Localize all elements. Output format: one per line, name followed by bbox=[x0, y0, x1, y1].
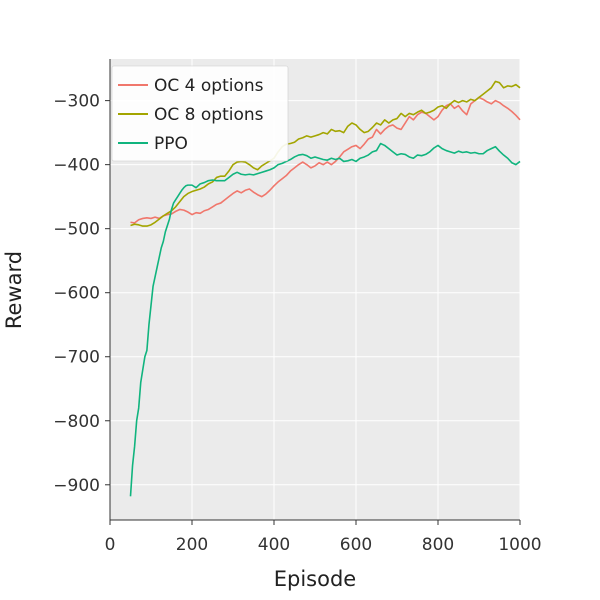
legend-label-oc8: OC 8 options bbox=[154, 105, 264, 125]
y-tick-label: −800 bbox=[53, 412, 100, 432]
legend: OC 4 options OC 8 options PPO bbox=[111, 65, 289, 162]
x-tick-label: 1000 bbox=[498, 535, 541, 555]
x-tick-label: 600 bbox=[340, 535, 372, 555]
x-tick-label: 800 bbox=[422, 535, 454, 555]
y-axis-label: Reward bbox=[2, 251, 26, 329]
x-tick-label: 400 bbox=[258, 535, 290, 555]
series-lines bbox=[129, 80, 521, 497]
y-tick-label: −300 bbox=[53, 92, 100, 112]
y-tick-label: −700 bbox=[53, 348, 100, 368]
series-line-oc4 bbox=[130, 96, 521, 224]
y-tick-label: −900 bbox=[53, 476, 100, 496]
x-ticks: 0 200 400 600 800 1000 bbox=[105, 520, 542, 555]
x-axis-label: Episode bbox=[274, 567, 356, 591]
axes bbox=[109, 59, 520, 521]
x-tick-label: 200 bbox=[176, 535, 208, 555]
legend-label-oc4: OC 4 options bbox=[154, 76, 264, 96]
x-tick-label: 0 bbox=[105, 535, 116, 555]
series-line-oc8 bbox=[130, 80, 521, 227]
y-ticks: −900 −800 −700 −600 −500 −400 −300 bbox=[53, 92, 110, 496]
legend-label-ppo: PPO bbox=[154, 134, 188, 154]
y-tick-label: −600 bbox=[53, 284, 100, 304]
y-tick-label: −500 bbox=[53, 220, 100, 240]
legend-box bbox=[111, 65, 289, 162]
y-tick-label: −400 bbox=[53, 156, 100, 176]
series-line-ppo bbox=[129, 142, 521, 497]
